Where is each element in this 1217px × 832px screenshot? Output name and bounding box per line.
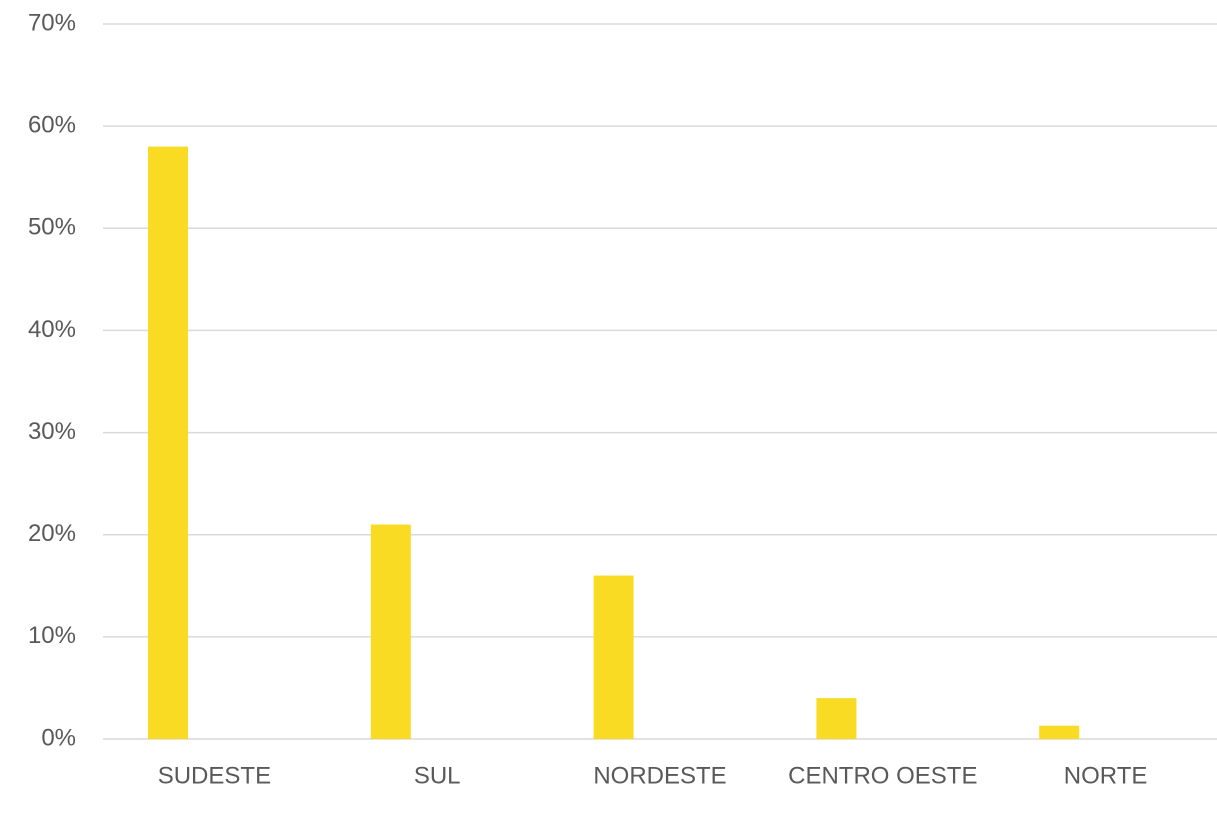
y-tick-label: 70% bbox=[28, 9, 76, 36]
y-tick-label: 60% bbox=[28, 111, 76, 138]
bar bbox=[593, 575, 634, 739]
x-tick-label: SUL bbox=[414, 762, 461, 789]
bar bbox=[148, 146, 188, 740]
y-tick-label: 40% bbox=[28, 316, 76, 343]
y-tick-label: 20% bbox=[28, 520, 76, 547]
x-tick-label: NORTE bbox=[1064, 762, 1148, 789]
bar bbox=[1039, 725, 1080, 739]
y-tick-label: 50% bbox=[28, 214, 76, 241]
y-tick-label: 10% bbox=[28, 622, 76, 649]
x-tick-label: NORDESTE bbox=[593, 762, 726, 789]
bar bbox=[370, 524, 411, 739]
y-tick-label: 0% bbox=[41, 724, 76, 751]
x-tick-label: CENTRO OESTE bbox=[788, 762, 977, 789]
y-tick-label: 30% bbox=[28, 418, 76, 445]
x-tick-label: SUDESTE bbox=[158, 762, 271, 789]
bar bbox=[816, 698, 857, 739]
